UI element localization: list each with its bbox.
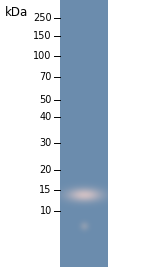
Text: 30: 30	[39, 138, 52, 148]
Text: 40: 40	[39, 112, 52, 123]
Text: 250: 250	[33, 13, 52, 23]
Text: 50: 50	[39, 95, 52, 105]
Text: 150: 150	[33, 31, 52, 41]
Text: kDa: kDa	[4, 6, 28, 19]
Text: 20: 20	[39, 165, 52, 175]
Text: 15: 15	[39, 184, 52, 195]
Text: 70: 70	[39, 72, 52, 83]
Text: 10: 10	[39, 206, 52, 216]
Text: 100: 100	[33, 51, 52, 61]
